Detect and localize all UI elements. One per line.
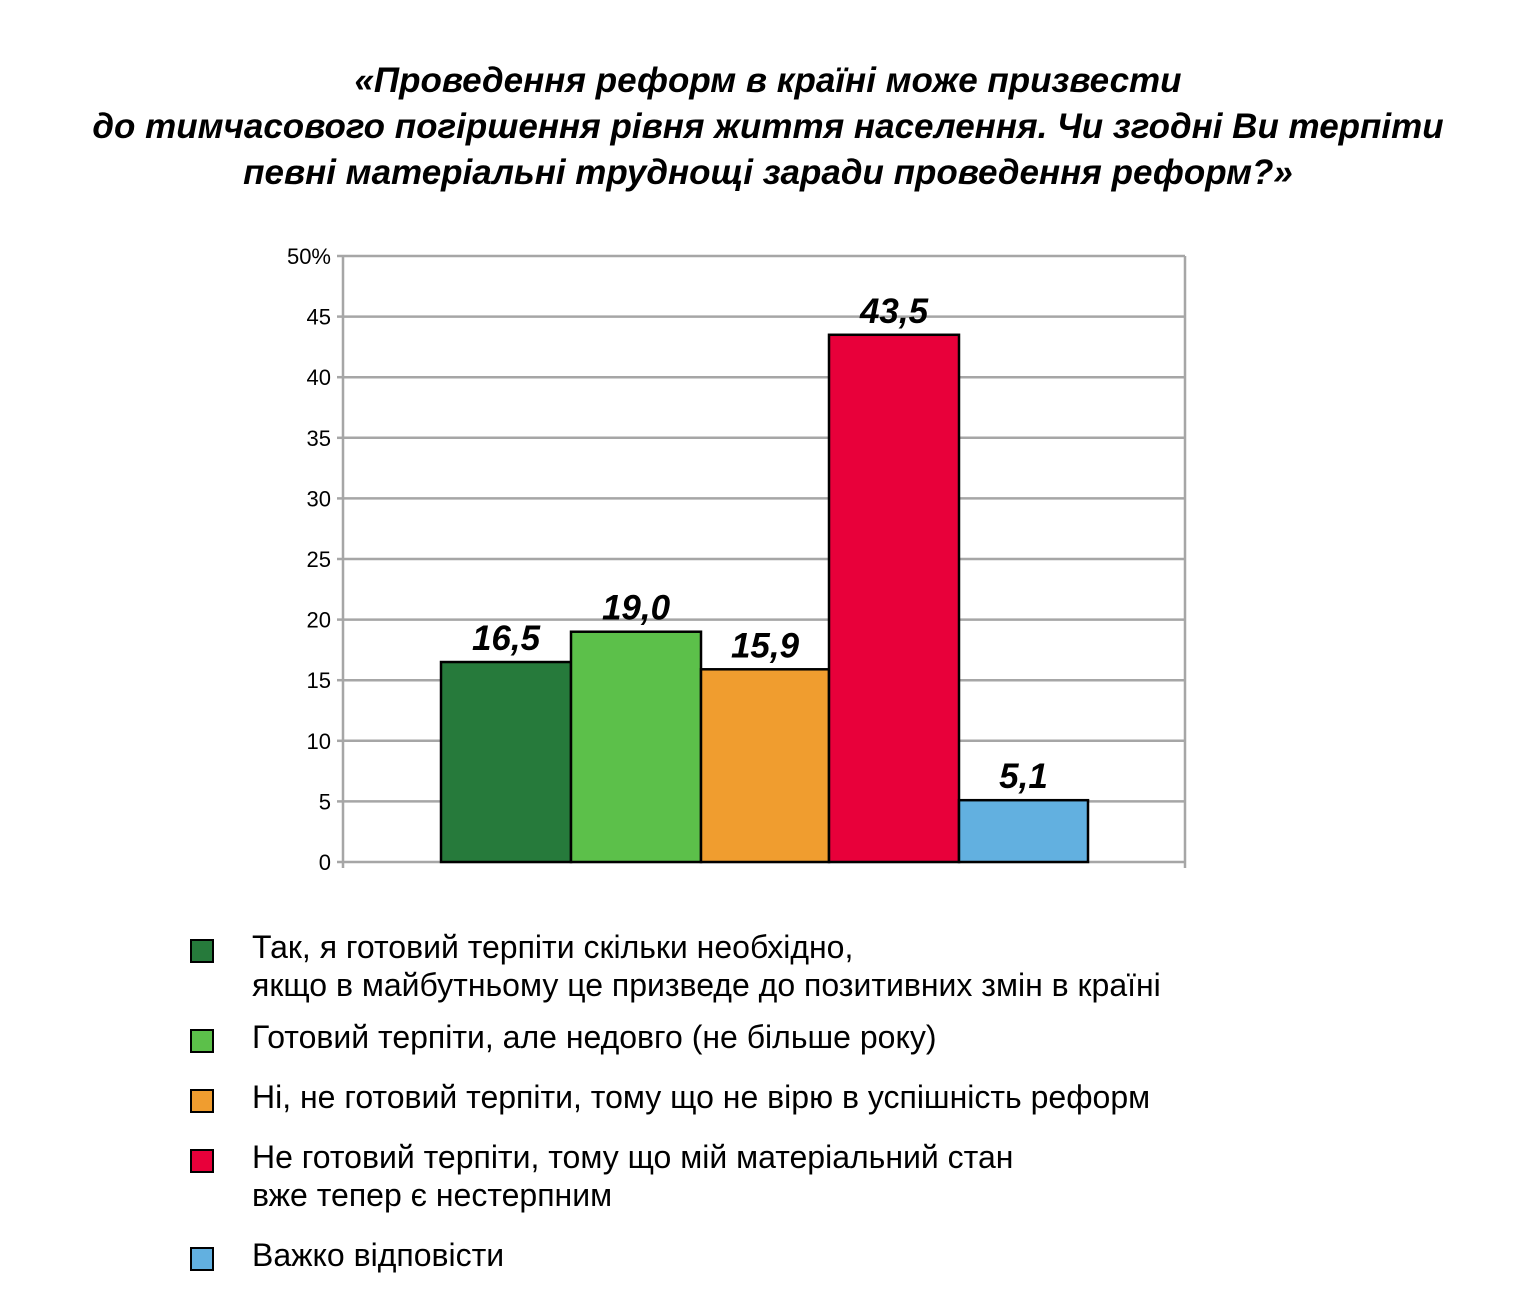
y-tick-label: 40: [307, 365, 331, 390]
legend-label: Не готовий терпіти, тому що мій матеріал…: [252, 1138, 1390, 1214]
legend-swatch: [190, 1029, 214, 1053]
bar: [699, 668, 831, 864]
y-tick-label: 15: [307, 668, 331, 693]
legend-label-line: якщо в майбутньому це призведе до позити…: [252, 967, 1161, 1003]
y-tick-label: 5: [319, 789, 331, 814]
legend-item: Ні, не готовий терпіти, тому що не вірю …: [190, 1078, 1390, 1116]
legend-swatch: [190, 1149, 214, 1173]
legend-label: Важко відповісти: [252, 1236, 1390, 1274]
chart-title: «Проведення реформ в країні може призвес…: [0, 58, 1536, 196]
legend-label-line: Не готовий терпіти, тому що мій матеріал…: [252, 1139, 1014, 1175]
bar: [569, 630, 703, 864]
bar: [439, 660, 573, 864]
y-tick-label: 30: [307, 486, 331, 511]
legend-swatch: [190, 1247, 214, 1271]
bar-chart: 0 5 10 15 20 25 30 35 40 45 50% 16,5 19,0 15,9 43,5 5,1: [287, 244, 1187, 875]
legend-label: Готовий терпіти, але недовго (не більше …: [252, 1018, 1390, 1056]
legend-item: Не готовий терпіти, тому що мій матеріал…: [190, 1138, 1390, 1214]
chart-title-line: до тимчасового погіршення рівня життя на…: [92, 107, 1444, 146]
legend: Так, я готовий терпіти скільки необхідно…: [190, 928, 1390, 1274]
legend-label-line: Ні, не готовий терпіти, тому що не вірю …: [252, 1079, 1151, 1115]
y-tick-label: 25: [307, 547, 331, 572]
data-label: 5,1: [999, 757, 1048, 796]
data-label: 43,5: [859, 292, 929, 331]
legend-label: Так, я готовий терпіти скільки необхідно…: [252, 928, 1390, 1004]
y-tick-label: 45: [307, 305, 331, 330]
data-label: 19,0: [602, 589, 671, 628]
legend-item: Так, я готовий терпіти скільки необхідно…: [190, 928, 1390, 1004]
legend-label-line: Готовий терпіти, але недовго (не більше …: [252, 1019, 937, 1055]
chart-title-line: «Проведення реформ в країні може призвес…: [354, 61, 1182, 100]
legend-item: Важко відповісти: [190, 1236, 1390, 1274]
bar: [957, 798, 1090, 864]
chart-title-line: певні матеріальні труднощі заради провед…: [243, 153, 1293, 192]
legend-item: Готовий терпіти, але недовго (не більше …: [190, 1018, 1390, 1056]
y-tick-label: 10: [307, 729, 331, 754]
bar: [827, 333, 961, 864]
legend-label: Ні, не готовий терпіти, тому що не вірю …: [252, 1078, 1390, 1116]
data-label: 16,5: [472, 619, 541, 658]
legend-swatch: [190, 939, 214, 963]
legend-swatch: [190, 1089, 214, 1113]
y-tick-label: 50%: [287, 244, 331, 269]
y-tick-label: 0: [319, 850, 331, 875]
y-tick-label: 35: [307, 426, 331, 451]
legend-label-line: вже тепер є нестерпним: [252, 1177, 613, 1213]
legend-label-line: Важко відповісти: [252, 1237, 505, 1273]
legend-label-line: Так, я готовий терпіти скільки необхідно…: [252, 929, 854, 965]
data-label: 15,9: [731, 626, 800, 665]
y-tick-label: 20: [307, 608, 331, 633]
